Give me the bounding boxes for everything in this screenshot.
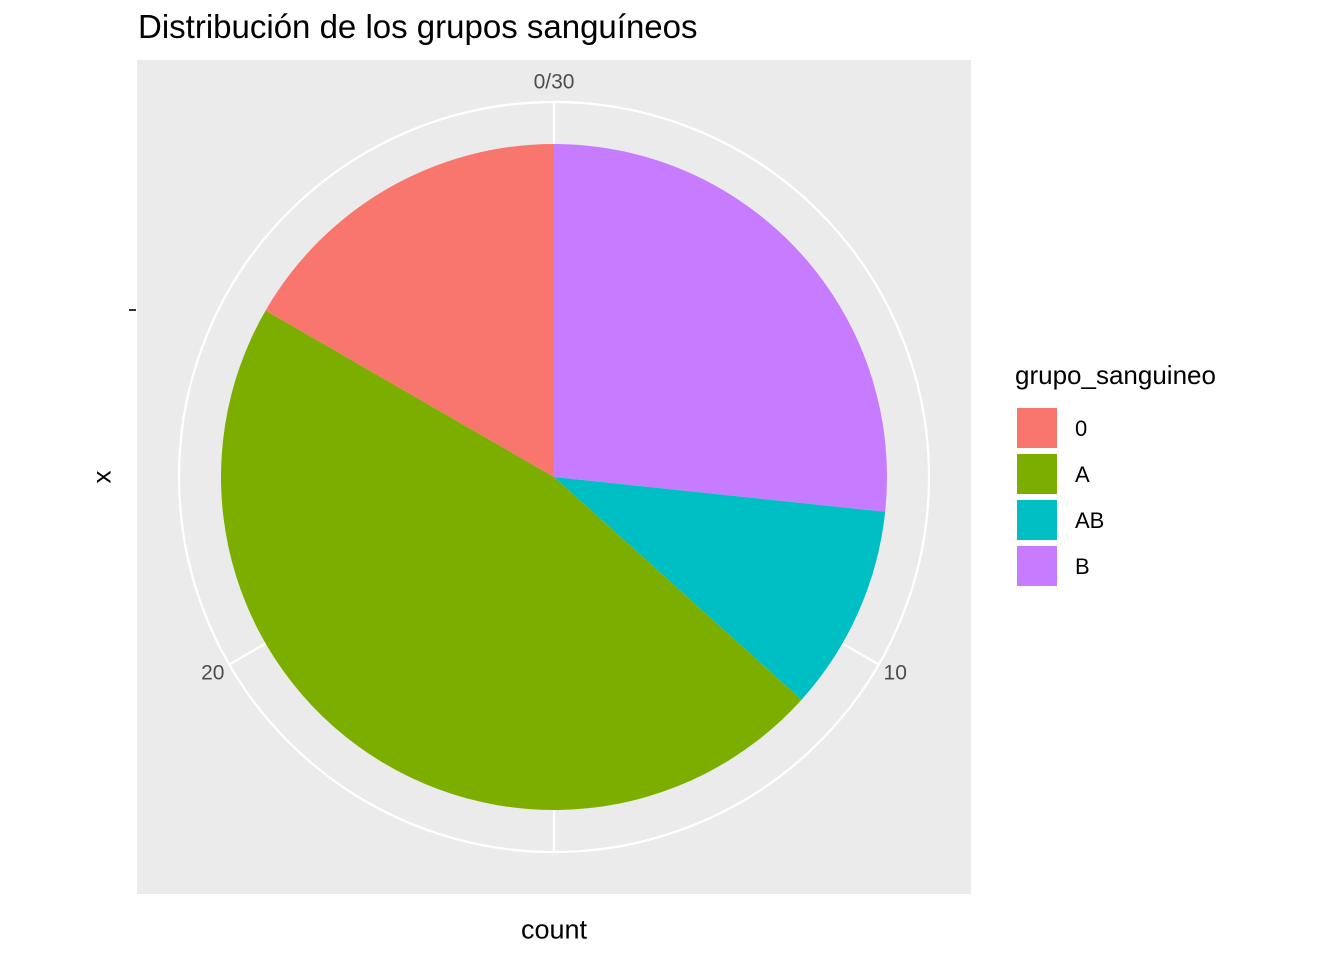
tick-label: 20 — [201, 662, 224, 685]
legend-swatch-ab — [1016, 499, 1058, 541]
y-axis-tick — [129, 309, 136, 311]
legend-title: grupo_sanguineo — [1015, 360, 1216, 390]
chart-title: Distribución de los grupos sanguíneos — [138, 8, 698, 45]
pie-slices — [220, 144, 887, 811]
legend-swatch-a — [1016, 453, 1058, 495]
legend-label: B — [1075, 554, 1090, 579]
legend-item-ab: AB — [1015, 498, 1275, 542]
legend: grupo_sanguineo 0 A AB B — [1015, 360, 1216, 587]
y-axis-label: x — [86, 470, 117, 484]
pie-slice-ab — [554, 477, 886, 700]
legend-label: 0 — [1075, 416, 1088, 441]
legend-item-0: 0 — [1015, 406, 1275, 450]
pie-slice-a — [220, 310, 802, 811]
legend-item-b: B — [1015, 544, 1275, 588]
legend-label: AB — [1075, 508, 1105, 533]
tick-label: 0/30 — [534, 71, 575, 94]
x-axis-label: count — [520, 914, 588, 945]
tick-label: 10 — [884, 662, 907, 685]
legend-item-a: A — [1015, 452, 1275, 496]
legend-swatch-0 — [1016, 407, 1058, 449]
pie-slice-b — [554, 144, 887, 512]
angular-tick-labels: 0/30 10 20 — [201, 71, 907, 685]
pie-slice-0 — [265, 144, 554, 477]
legend-swatch-b — [1016, 545, 1058, 587]
legend-label: A — [1075, 462, 1090, 487]
